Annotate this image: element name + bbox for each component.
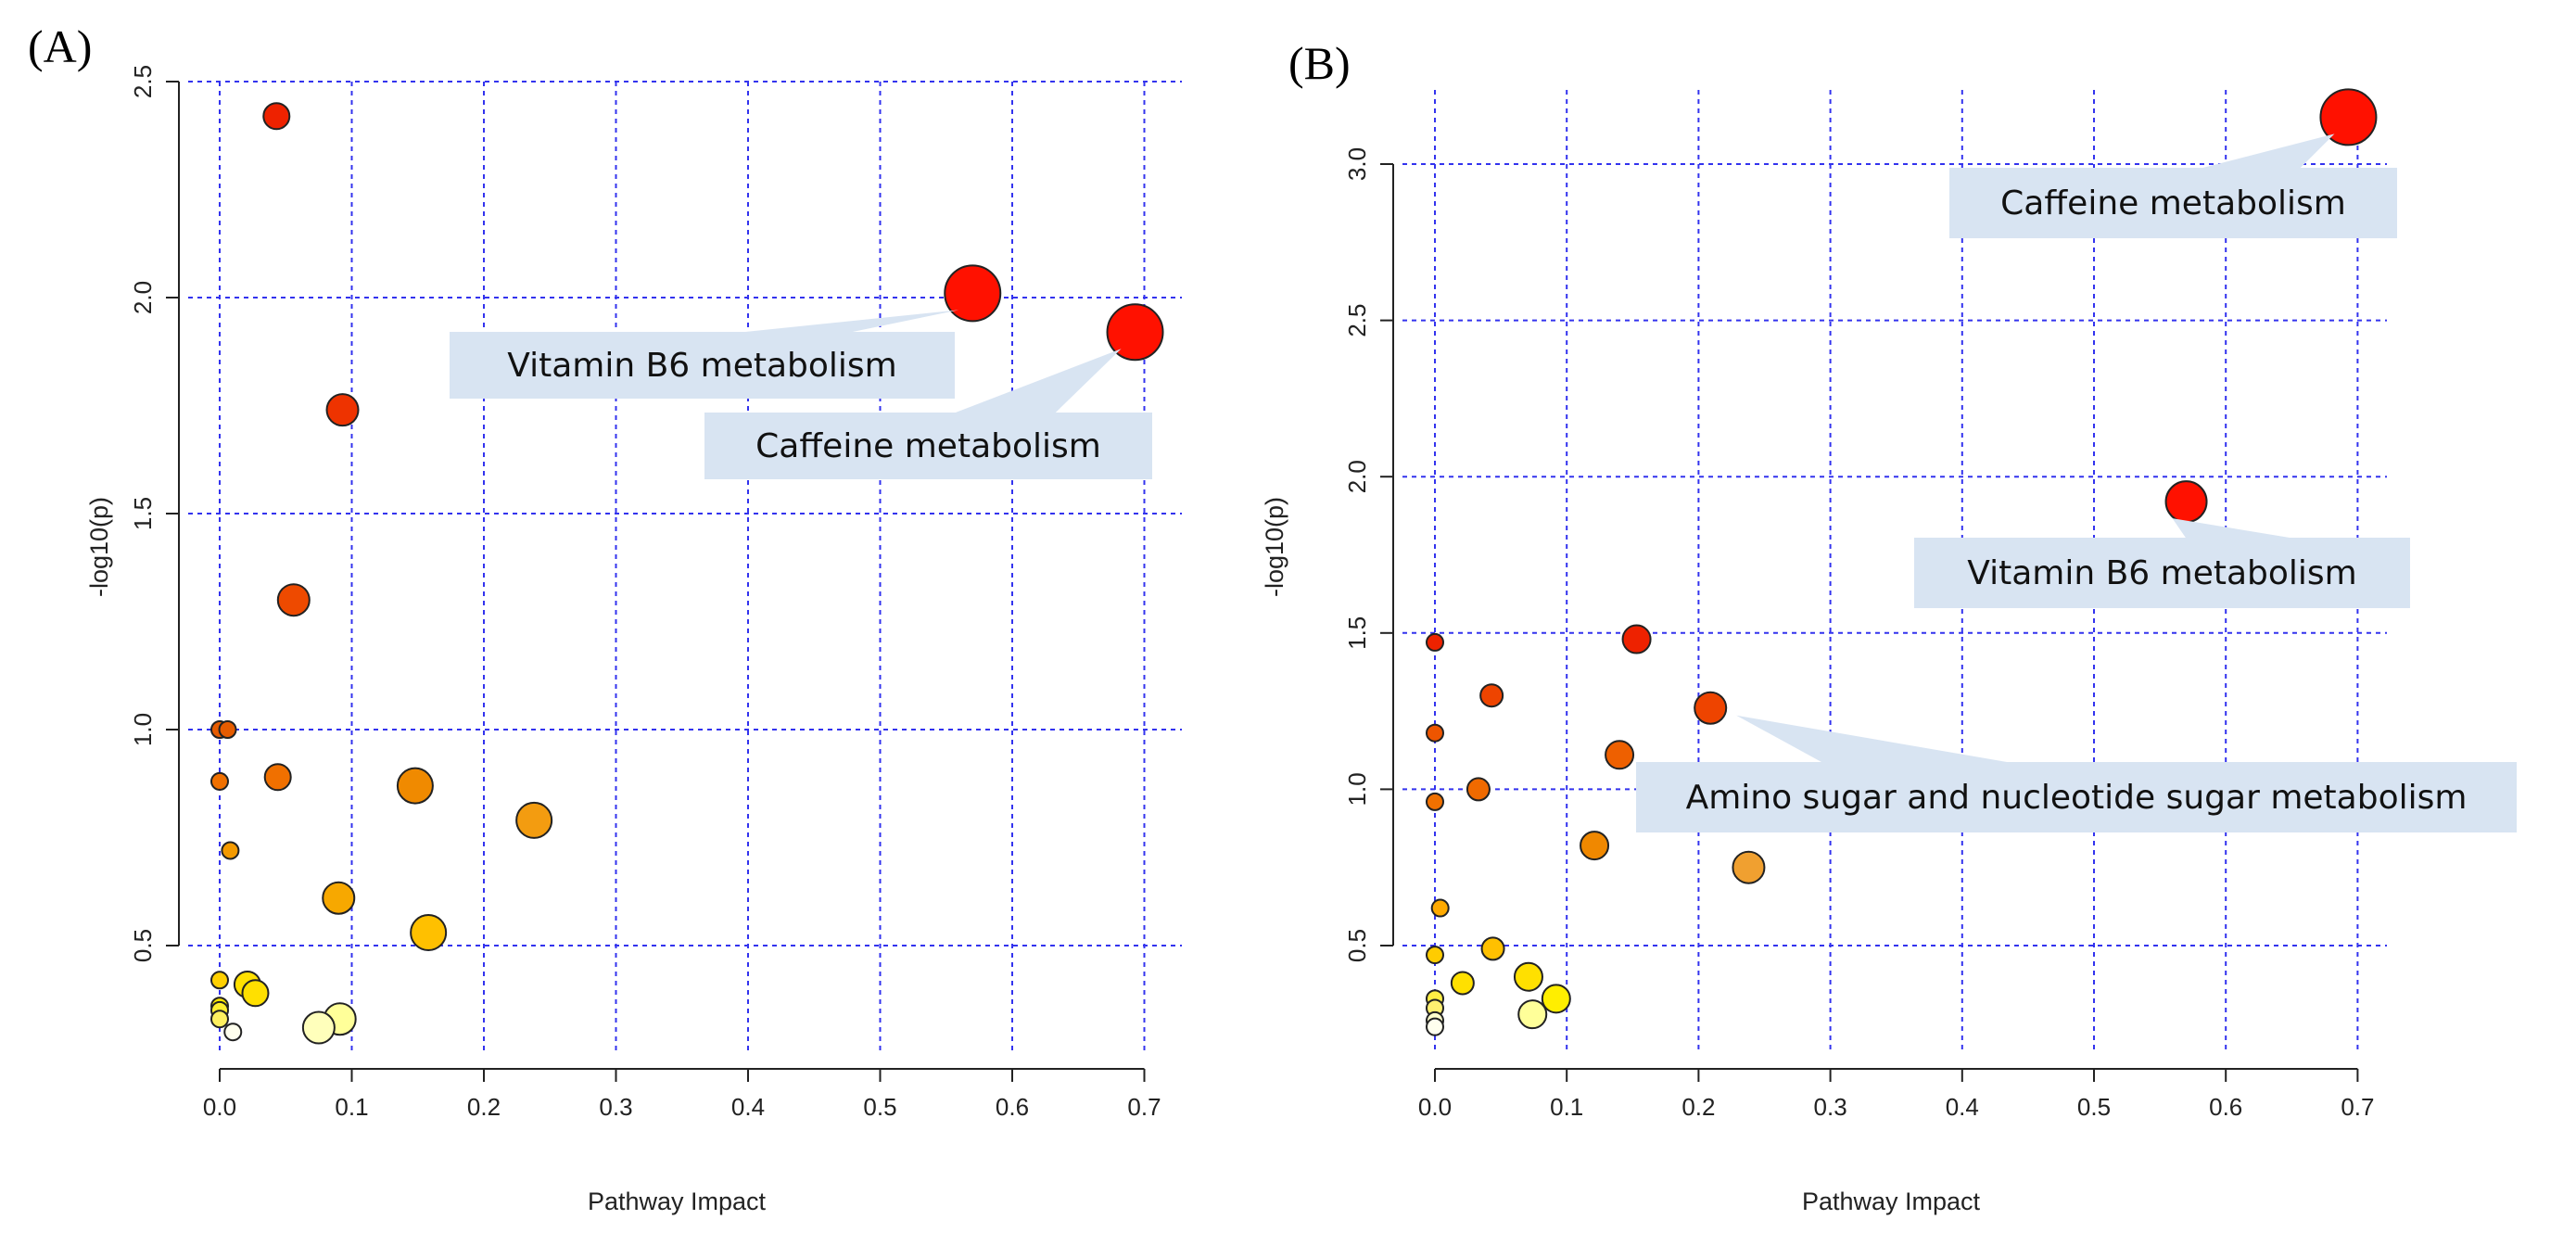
- x-tick-label: 0.7: [1127, 1093, 1161, 1121]
- data-point: [410, 914, 448, 952]
- data-point: [241, 979, 270, 1008]
- y-tick-label: 0.5: [1343, 929, 1371, 962]
- data-point: [210, 771, 229, 791]
- x-tick-label: 0.2: [1681, 1093, 1715, 1121]
- panel-label-a: (A): [28, 20, 92, 72]
- data-point: [1480, 936, 1505, 961]
- x-tick-label: 0.4: [1946, 1093, 1979, 1121]
- x-tick-label: 0.6: [2209, 1093, 2242, 1121]
- y-axis-title: -log10(p): [1261, 497, 1288, 597]
- x-tick-label: 0.1: [1550, 1093, 1583, 1121]
- data-point: [1580, 831, 1610, 861]
- x-tick-label: 0.6: [996, 1093, 1029, 1121]
- data-point: [1479, 683, 1504, 708]
- y-tick-label: 1.0: [1343, 772, 1371, 806]
- y-tick-label: 1.0: [129, 713, 157, 746]
- data-point: [1621, 624, 1652, 654]
- data-point: [210, 1010, 229, 1029]
- x-tick-label: 0.7: [2341, 1093, 2374, 1121]
- data-point: [223, 1023, 243, 1042]
- annotation-label: Amino sugar and nucleotide sugar metabol…: [1686, 779, 2468, 817]
- data-point: [221, 841, 240, 860]
- data-point: [2319, 88, 2378, 146]
- annotation-box: [1636, 762, 2517, 832]
- annotation-pointer: [2172, 518, 2302, 540]
- data-point: [1430, 898, 1450, 918]
- data-point: [1694, 691, 1728, 725]
- x-tick-label: 0.0: [1418, 1093, 1452, 1121]
- data-point: [218, 720, 237, 739]
- x-axis-title: Pathway Impact: [1802, 1188, 1981, 1215]
- x-tick-label: 0.3: [1814, 1093, 1847, 1121]
- data-point: [1517, 999, 1548, 1030]
- annotation-label: Caffeine metabolism: [2000, 184, 2346, 222]
- annotation-pointer: [950, 349, 1122, 414]
- y-tick-label: 1.5: [1343, 616, 1371, 650]
- annotation-pointer: [2195, 133, 2335, 170]
- data-point: [944, 264, 1002, 323]
- data-point: [1426, 632, 1444, 652]
- annotation-box: [704, 413, 1152, 479]
- y-tick-label: 2.5: [129, 65, 157, 98]
- annotation-label: Vitamin B6 metabolism: [1967, 554, 2357, 592]
- data-point: [1466, 777, 1491, 802]
- x-tick-label: 0.1: [335, 1093, 368, 1121]
- annotation-box: [450, 332, 955, 399]
- y-tick-label: 2.5: [1343, 304, 1371, 337]
- data-point: [276, 583, 311, 617]
- panel-label-b: (B): [1288, 37, 1351, 89]
- data-point: [1426, 723, 1444, 743]
- y-tick-label: 2.0: [129, 281, 157, 314]
- data-point: [263, 763, 292, 792]
- data-point: [1426, 1017, 1444, 1036]
- annotation-pointer: [1736, 715, 2007, 762]
- x-tick-label: 0.5: [863, 1093, 896, 1121]
- data-point: [1541, 984, 1571, 1014]
- data-point: [1426, 792, 1444, 811]
- data-point: [1450, 971, 1475, 996]
- scatter-panel-b: (B) 0.0 0.1 0.2 0.3 0.4 0.5 0.6 0.7 0.5 1.0 1.5 2.0 2…: [1261, 37, 2517, 1215]
- annotation-pointer: [727, 310, 959, 334]
- data-point: [262, 102, 291, 131]
- annotation-box: [1914, 538, 2410, 608]
- y-tick-label: 2.0: [1343, 460, 1371, 493]
- data-point: [515, 801, 553, 839]
- data-point: [210, 971, 229, 990]
- x-tick-label: 0.0: [203, 1093, 236, 1121]
- x-axis-title: Pathway Impact: [588, 1188, 767, 1215]
- annotation-box: [1949, 168, 2397, 238]
- data-point: [1426, 946, 1444, 965]
- y-tick-label: 1.5: [129, 497, 157, 530]
- x-tick-label: 0.4: [731, 1093, 765, 1121]
- data-point: [1106, 303, 1164, 362]
- y-axis-title: -log10(p): [85, 497, 113, 597]
- y-tick-label: 3.0: [1343, 147, 1371, 181]
- scatter-panel-a: (A) 0.0 0.1 0.2 0.3 0.4 0.5 0.6 0.7 0.5 1.0 1.5 2.0 2…: [28, 20, 1182, 1215]
- data-point: [1605, 740, 1635, 770]
- x-tick-label: 0.3: [599, 1093, 632, 1121]
- annotation-label: Vitamin B6 metabolism: [507, 347, 897, 385]
- data-point: [322, 881, 356, 915]
- data-point: [2164, 480, 2208, 524]
- y-tick-label: 0.5: [129, 929, 157, 962]
- data-point: [301, 1010, 336, 1045]
- annotation-label: Caffeine metabolism: [755, 427, 1101, 465]
- data-point: [1732, 850, 1766, 884]
- data-point: [1513, 961, 1543, 992]
- x-tick-label: 0.5: [2077, 1093, 2111, 1121]
- data-point: [325, 393, 360, 427]
- data-point: [396, 767, 434, 805]
- x-tick-label: 0.2: [467, 1093, 501, 1121]
